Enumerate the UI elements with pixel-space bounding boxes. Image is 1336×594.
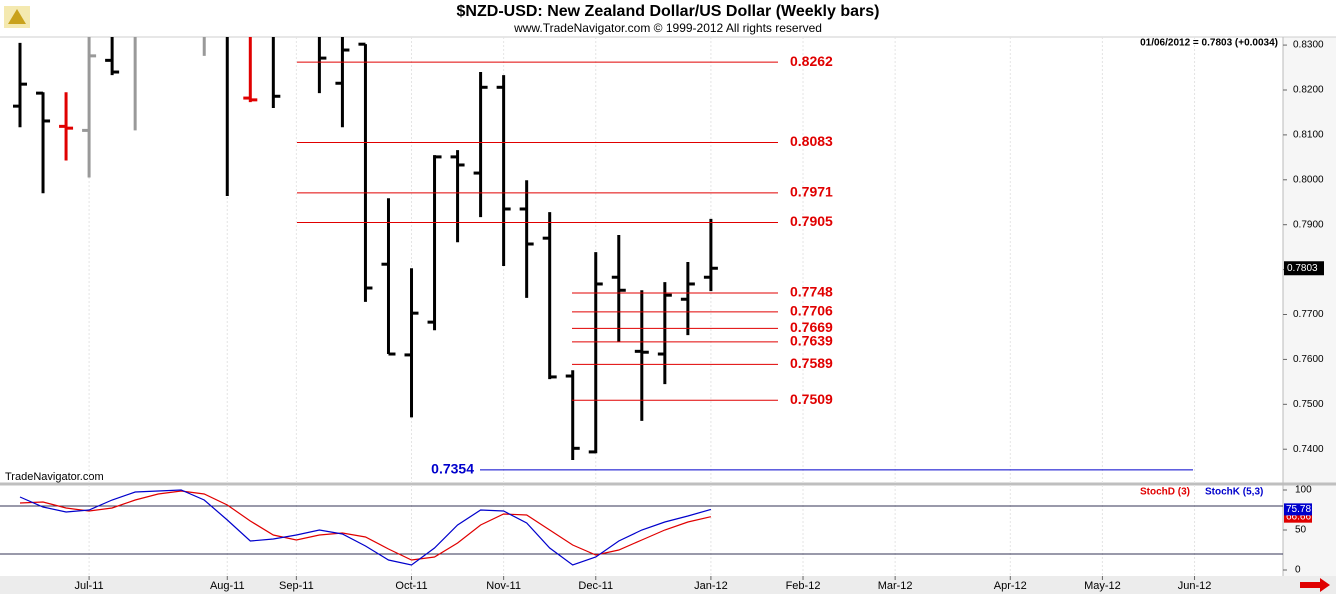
y-axis-strip <box>1283 37 1336 576</box>
scroll-arrow[interactable] <box>1300 578 1330 592</box>
stoch-line <box>19 489 712 566</box>
x-tick-label: Jul-11 <box>75 580 104 592</box>
last-price-box <box>1284 261 1324 276</box>
y-tick-label: 100 <box>1295 485 1312 496</box>
last-price-label: 0.7803 <box>1287 263 1318 274</box>
x-tick-label: Dec-11 <box>578 580 613 592</box>
x-tick-label: Jun-12 <box>1178 580 1212 592</box>
y-tick-label: 50 <box>1295 525 1307 536</box>
x-tick-label: Jan-12 <box>694 580 728 592</box>
x-tick-label: Aug-11 <box>210 580 245 592</box>
last-value-label: 75.78 <box>1286 504 1311 515</box>
x-tick-label: Nov-11 <box>486 580 521 592</box>
x-tick-label: Oct-11 <box>395 580 427 592</box>
y-tick-label: 0.7700 <box>1293 309 1324 320</box>
logo-mark <box>8 9 26 24</box>
chart-subtitle: www.TradeNavigator.com © 1999-2012 All r… <box>513 21 822 35</box>
watermark: TradeNavigator.com <box>5 471 104 483</box>
level-label: 0.7509 <box>790 391 833 407</box>
level-label: 0.7669 <box>790 319 833 335</box>
y-tick-label: 0.7400 <box>1293 444 1324 455</box>
legend-entry: StochK (5,3) <box>1205 487 1263 498</box>
legend-entry: StochD (3) <box>1140 487 1190 498</box>
logo <box>4 6 30 28</box>
y-tick-label: 0 <box>1295 565 1301 576</box>
y-tick-label: 0.8000 <box>1293 174 1324 185</box>
y-tick-label: 0.8300 <box>1293 40 1324 51</box>
chart-title: $NZD-USD: New Zealand Dollar/US Dollar (… <box>457 3 880 20</box>
x-tick-label: Feb-12 <box>786 580 821 592</box>
x-tick-label: Apr-12 <box>994 580 1027 592</box>
level-label: 0.8262 <box>790 53 833 69</box>
stoch-lines <box>19 489 712 566</box>
x-axis-strip <box>0 576 1336 594</box>
level-label: 0.7589 <box>790 355 833 371</box>
stoch-line <box>19 490 712 561</box>
y-tick-label: 0.8100 <box>1293 130 1324 141</box>
level-label: 0.7905 <box>790 213 833 229</box>
x-tick-label: Sep-11 <box>279 580 314 592</box>
level-label: 0.7971 <box>790 184 833 200</box>
level-label: 0.7639 <box>790 333 833 349</box>
level-label: 0.7748 <box>790 284 833 300</box>
x-tick-label: May-12 <box>1084 580 1121 592</box>
x-tick-label: Mar-12 <box>878 580 913 592</box>
y-tick-label: 0.7900 <box>1293 219 1324 230</box>
support-label: 0.7354 <box>431 461 474 477</box>
quote-info: 01/06/2012 = 0.7803 (+0.0034) <box>1140 38 1278 49</box>
y-tick-label: 0.7500 <box>1293 399 1324 410</box>
level-label: 0.8083 <box>790 133 833 149</box>
last-value-label: 66.66 <box>1286 511 1311 522</box>
last-value-box <box>1284 503 1312 516</box>
y-tick-label: 0.7600 <box>1293 354 1324 365</box>
price-bars <box>13 37 718 460</box>
y-tick-label: 0.8200 <box>1293 85 1324 96</box>
level-label: 0.7706 <box>790 303 833 319</box>
